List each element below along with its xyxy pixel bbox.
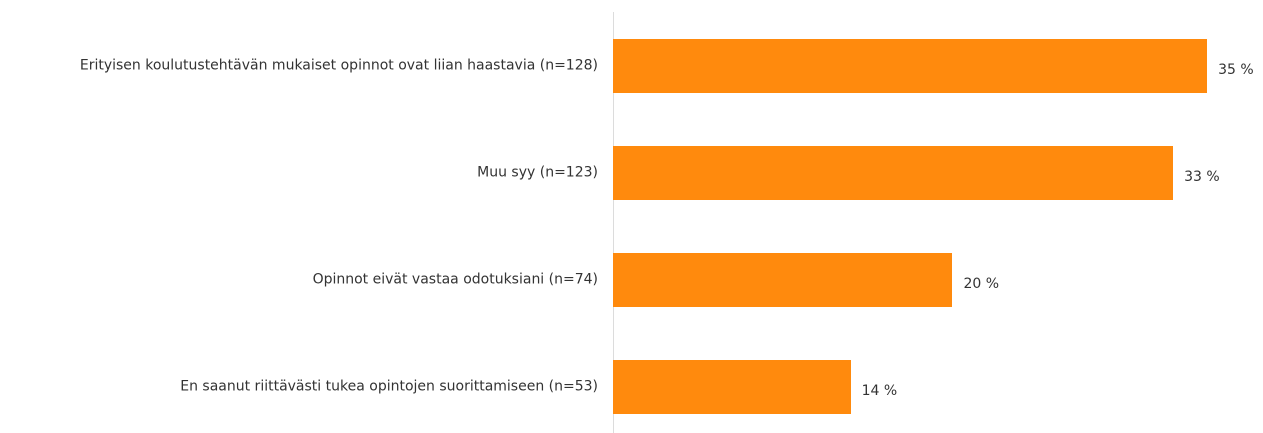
bar bbox=[613, 39, 1208, 93]
bar bbox=[613, 253, 953, 307]
value-label: 33 % bbox=[1184, 169, 1220, 185]
category-label: Opinnot eivät vastaa odotuksiani (n=74) bbox=[312, 271, 598, 288]
bar bbox=[613, 146, 1174, 200]
value-label: 20 % bbox=[963, 276, 1000, 292]
value-label: 14 % bbox=[861, 383, 898, 399]
category-label: Muu syy (n=123) bbox=[477, 164, 598, 181]
category-label: En saanut riittävästi tukea opintojen su… bbox=[180, 378, 598, 395]
bar bbox=[613, 360, 851, 414]
axis-line bbox=[613, 12, 614, 433]
category-label: Erityisen koulutustehtävän mukaiset opin… bbox=[79, 57, 598, 74]
value-label: 35 % bbox=[1218, 62, 1254, 78]
